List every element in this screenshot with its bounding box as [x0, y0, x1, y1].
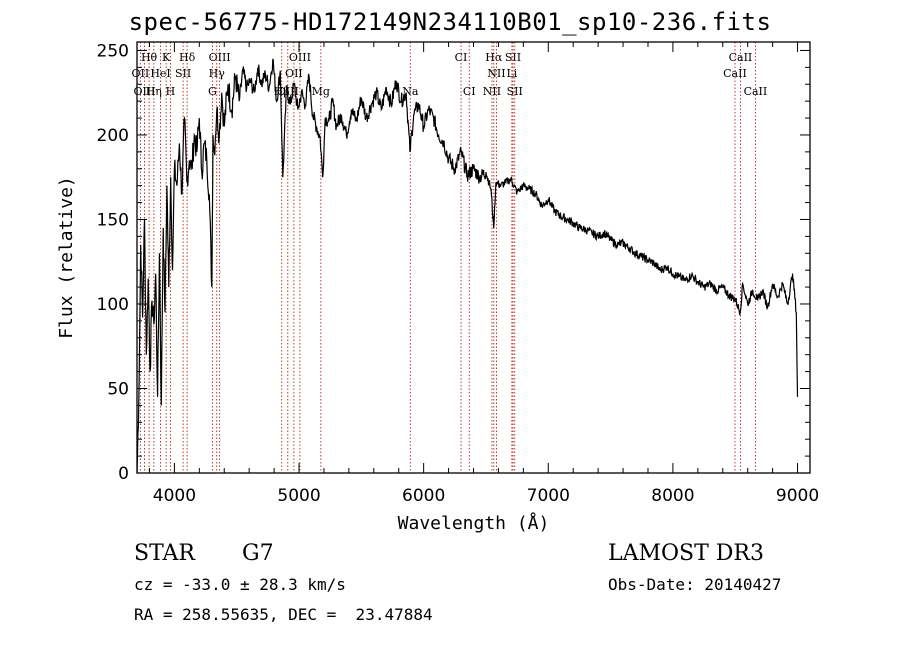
y-tick-label: 150: [97, 210, 129, 230]
line-marker-label: NII: [483, 85, 501, 98]
y-axis: 0 50 100 150 200 250: [97, 41, 810, 484]
line-marker-label: OIII: [133, 85, 155, 98]
y-tick-label: 100: [97, 295, 129, 315]
line-marker-label: OIII: [289, 51, 311, 64]
redshift-velocity: cz = -33.0 ± 28.3 km/s: [134, 575, 346, 594]
x-tick-label: 6000: [402, 486, 445, 506]
line-marker-label: OII: [132, 67, 150, 80]
observation-date: Obs-Date: 20140427: [608, 575, 782, 594]
line-marker-label: Hη: [146, 85, 162, 98]
line-marker-label: Hα: [485, 51, 503, 64]
line-marker-label: HeI: [150, 67, 170, 80]
line-marker-label: CI: [455, 51, 468, 64]
y-tick-label: 50: [107, 379, 129, 399]
survey-name: LAMOST DR3: [608, 541, 764, 566]
y-tick-label: 200: [97, 126, 129, 146]
line-marker-label: K: [162, 51, 171, 64]
line-marker-label: OII: [285, 67, 303, 80]
line-marker-label: NII: [487, 67, 505, 80]
line-marker-label: G: [208, 85, 217, 98]
line-marker-label: CaII: [744, 85, 768, 98]
x-tick-label: 5000: [277, 486, 320, 506]
line-marker-label: CaII: [723, 67, 747, 80]
x-axis: 4000 5000 6000 7000 8000 9000: [148, 42, 819, 506]
x-tick-label: 7000: [527, 486, 570, 506]
sky-coordinates: RA = 258.55635, DEC = 23.47884: [134, 605, 433, 624]
line-marker-label: SII: [175, 67, 191, 80]
y-tick-label: 250: [97, 41, 129, 61]
x-axis-label: Wavelength (Å): [398, 512, 550, 534]
line-marker-label: Mg: [312, 85, 330, 98]
line-marker-label: OIII: [209, 51, 231, 64]
line-marker-label: Hγ: [209, 67, 226, 80]
object-subclass: G7: [242, 541, 274, 566]
line-marker-label: Li: [506, 67, 517, 80]
line-marker-label: H: [166, 85, 176, 98]
spectrum-line: [136, 58, 799, 474]
line-marker-label: Hθ: [141, 51, 158, 64]
x-tick-label: 4000: [153, 486, 196, 506]
y-tick-label: 0: [118, 464, 129, 484]
line-marker-label: CI: [463, 85, 476, 98]
line-marker-label: CaII: [729, 51, 753, 64]
line-marker-label: Hδ: [179, 51, 196, 64]
line-marker-label: SII: [507, 85, 523, 98]
x-tick-label: 9000: [776, 486, 819, 506]
y-axis-label: Flux (relative): [56, 176, 77, 339]
chart-title: spec-56775-HD172149N234110B01_sp10-236.f…: [128, 8, 772, 36]
plot-frame: [136, 41, 811, 474]
line-marker-label: SII: [505, 51, 521, 64]
x-tick-label: 8000: [651, 486, 694, 506]
object-class: STAR: [134, 541, 195, 566]
